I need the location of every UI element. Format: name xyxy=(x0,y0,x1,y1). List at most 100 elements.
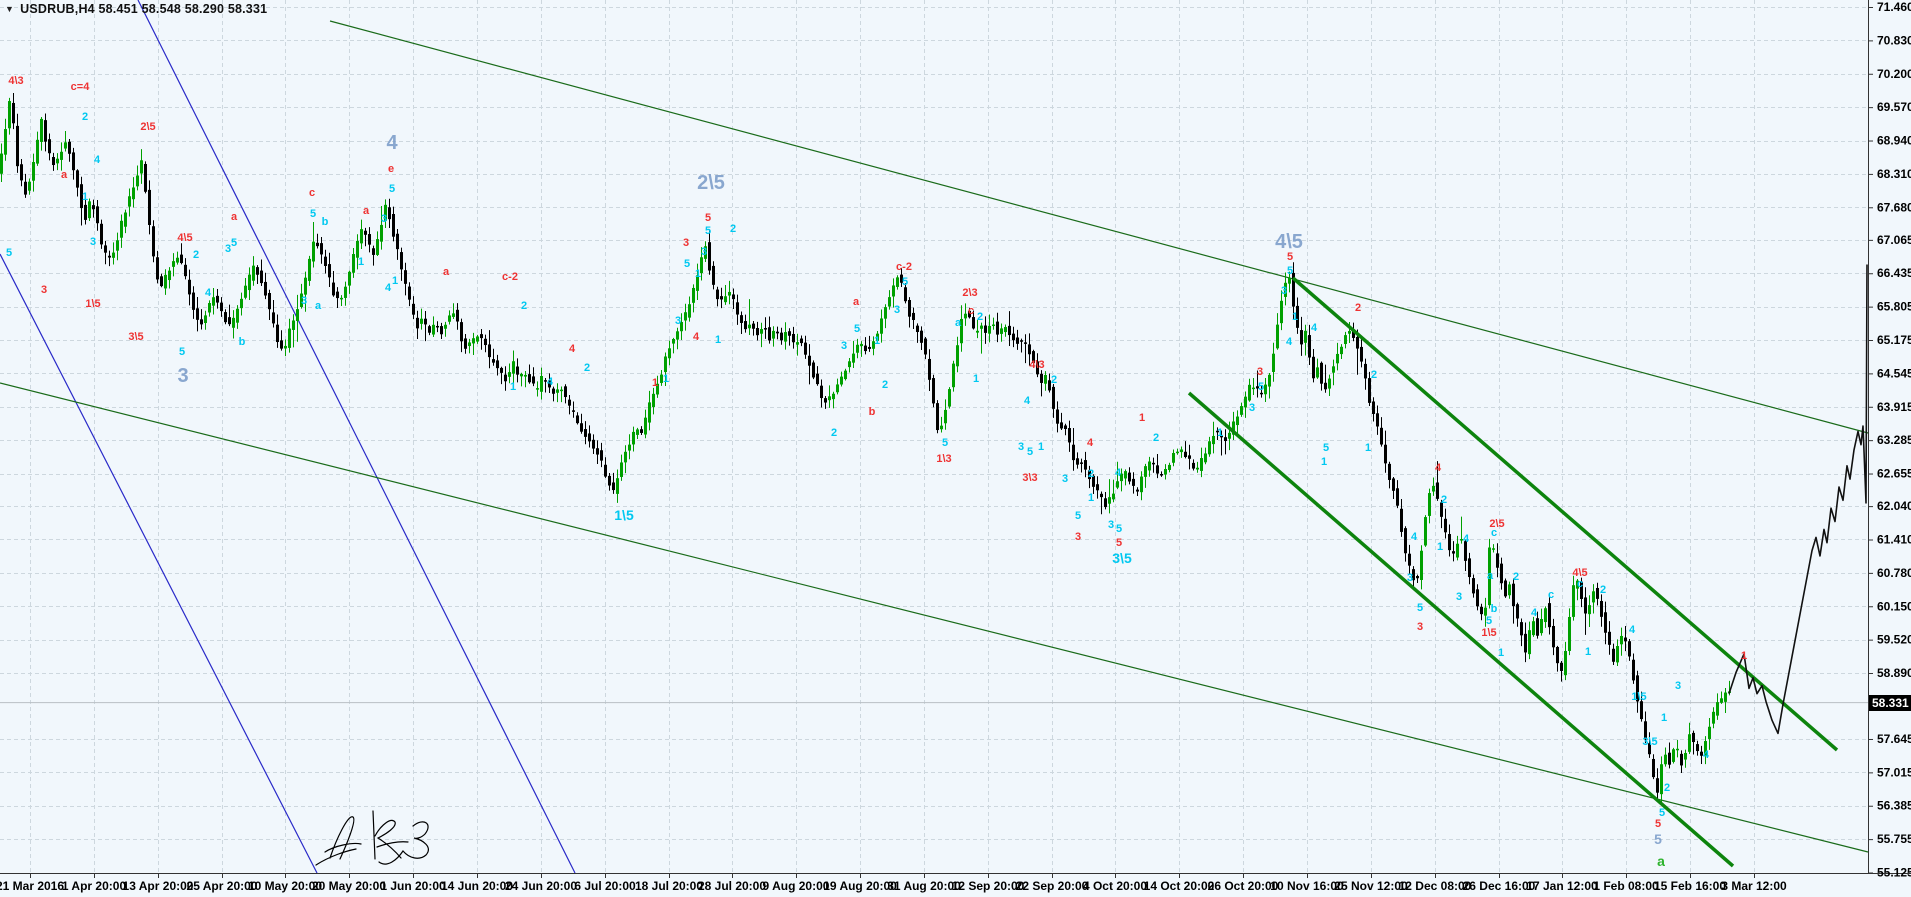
candle-body xyxy=(192,292,195,310)
candle-body xyxy=(576,415,579,424)
candle-body xyxy=(148,189,151,225)
green-channel-lower[interactable] xyxy=(0,382,1869,853)
candle-body xyxy=(904,287,907,302)
candle-body xyxy=(380,224,383,242)
candle-body xyxy=(672,339,675,344)
price-tick-label: 67.065 xyxy=(1877,233,1911,247)
time-tick-label: 10 Nov 16:00 xyxy=(1270,879,1344,893)
plot-area[interactable] xyxy=(0,0,1868,873)
wave-label: c xyxy=(1577,578,1583,590)
candle-body xyxy=(1060,422,1063,429)
candle-body xyxy=(1564,650,1567,676)
candle-body xyxy=(1080,462,1083,464)
price-axis[interactable]: 71.460 70.830 70.200 69.570 68.940 68.310 67.6… xyxy=(1868,0,1911,880)
wave-label: 4 xyxy=(1411,531,1418,543)
candle-body xyxy=(240,298,243,309)
price-tick-label: 70.830 xyxy=(1877,33,1911,47)
price-tick-label: 55.125 xyxy=(1877,866,1911,880)
candle-body xyxy=(1484,607,1487,616)
candle-body xyxy=(1284,282,1287,297)
wave-label: 1\5 xyxy=(1481,627,1496,639)
candle-body xyxy=(564,386,567,398)
candle-body xyxy=(1632,659,1635,681)
candle-body xyxy=(1660,764,1663,795)
blue-trendline-right[interactable] xyxy=(137,0,576,874)
candle-body xyxy=(88,201,91,219)
candle-body xyxy=(1472,578,1475,594)
forecast-line[interactable] xyxy=(1728,264,1868,735)
time-tick-label: 26 Dec 16:00 xyxy=(1463,879,1536,893)
wave-label: 4 xyxy=(1703,749,1710,761)
candle-body xyxy=(1140,476,1143,493)
candle-body xyxy=(516,366,519,375)
wave-label: 4 xyxy=(385,282,392,294)
candle-body xyxy=(1620,635,1623,645)
candle-body xyxy=(1100,493,1103,498)
time-tick-label: 18 Jul 20:00 xyxy=(635,879,703,893)
price-tick-label: 61.410 xyxy=(1877,532,1911,546)
green-channel-upper[interactable] xyxy=(329,20,1869,434)
candle-body xyxy=(4,129,7,155)
wave-label: b xyxy=(239,336,246,348)
candle-body xyxy=(1320,362,1323,384)
candle-body xyxy=(444,324,447,329)
candle-body xyxy=(1244,396,1247,408)
candle-body xyxy=(468,342,471,347)
candle-body xyxy=(232,317,235,328)
candle-body xyxy=(912,312,915,321)
time-tick-label: 24 Jun 20:00 xyxy=(505,879,577,893)
candle-body xyxy=(304,277,307,295)
wave-label: 4 xyxy=(1286,336,1293,348)
wave-label: 3 xyxy=(1075,531,1081,543)
candle-body xyxy=(320,243,323,255)
candle-body xyxy=(416,317,419,329)
candle-body xyxy=(792,333,795,343)
wave-label: 1\5 xyxy=(85,298,100,310)
time-tick-label: 3 Mar 12:00 xyxy=(1721,879,1787,893)
candle-body xyxy=(984,325,987,333)
candle-body xyxy=(32,162,35,181)
wave-label: e xyxy=(388,163,394,175)
candle-body xyxy=(980,325,983,329)
candle-body xyxy=(1332,366,1335,373)
candle-body xyxy=(968,310,971,318)
candle-body xyxy=(388,207,391,220)
candle-body xyxy=(596,448,599,455)
wave-label: 2 xyxy=(1355,302,1361,314)
candle-body xyxy=(588,433,591,442)
candle-body xyxy=(1020,340,1023,342)
candle-body xyxy=(404,270,407,284)
candle-body xyxy=(1476,589,1479,607)
candle-body xyxy=(224,312,227,323)
wave-label: 1 xyxy=(392,275,398,287)
symbol-dropdown-icon[interactable]: ▼ xyxy=(5,4,15,14)
wave-label: a xyxy=(315,300,322,312)
candle-body xyxy=(1148,461,1151,471)
candle-body xyxy=(264,281,267,296)
candle-body xyxy=(188,279,191,295)
green-steep-channel-lower[interactable] xyxy=(1187,391,1735,868)
candle-body xyxy=(1344,335,1347,345)
blue-trendline-left[interactable] xyxy=(0,253,318,874)
wave-label: 2\5 xyxy=(140,121,155,133)
time-tick-label: 14 Jun 20:00 xyxy=(441,879,513,893)
time-tick-label: 21 Mar 2016 xyxy=(0,879,64,893)
candle-body xyxy=(864,345,867,352)
wave-label: 1 xyxy=(652,377,658,389)
candle-body xyxy=(908,300,911,317)
candle-body xyxy=(1568,616,1571,651)
wave-label: 5 xyxy=(705,225,711,237)
candle-body xyxy=(1184,451,1187,458)
price-tick-label: 65.805 xyxy=(1877,300,1911,314)
price-tick-label: 66.435 xyxy=(1877,266,1911,280)
candle-body xyxy=(804,342,807,355)
candle-body xyxy=(692,287,695,303)
wave-label: 1 xyxy=(1365,442,1371,454)
candle-body xyxy=(1492,548,1495,550)
candle-body xyxy=(216,295,219,303)
candle-body xyxy=(104,245,107,253)
candle-body xyxy=(1164,468,1167,475)
candle-body xyxy=(200,319,203,325)
